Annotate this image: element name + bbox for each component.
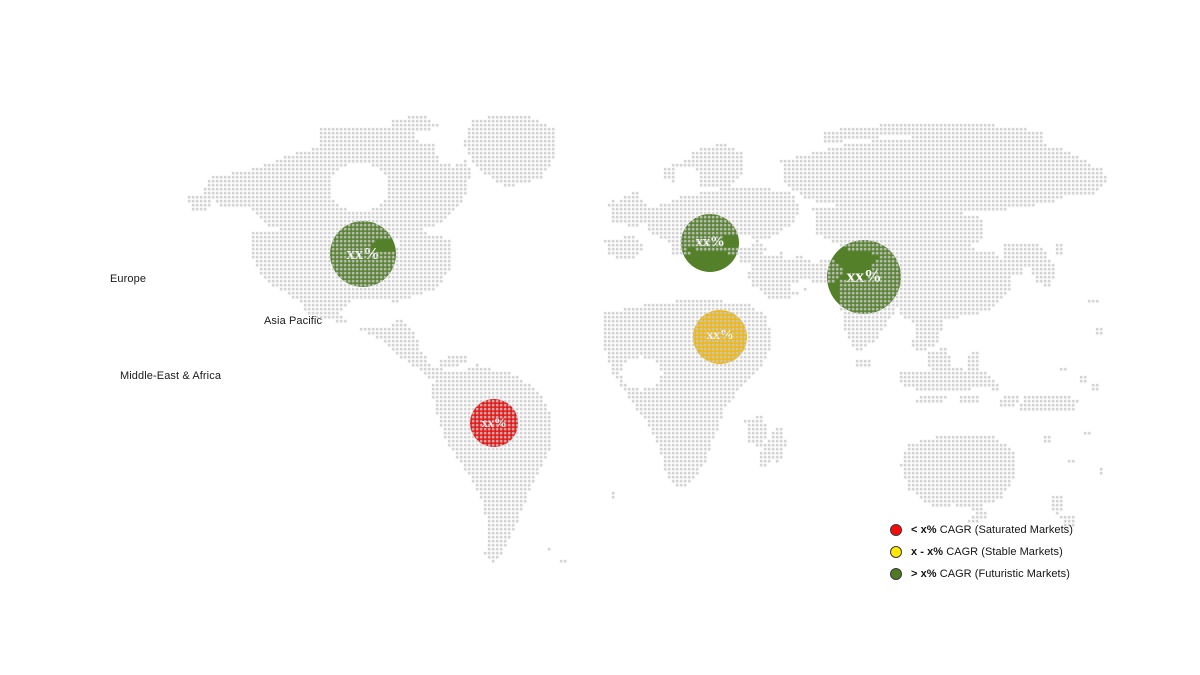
legend-item-saturated[interactable]: < x% CAGR (Saturated Markets): [890, 519, 1073, 541]
legend-item-stable[interactable]: x - x% CAGR (Stable Markets): [890, 541, 1073, 563]
legend-dot-stable-icon: [890, 546, 902, 558]
legend-label-saturated: < x% CAGR (Saturated Markets): [911, 524, 1073, 536]
legend-label-futuristic: > x% CAGR (Futuristic Markets): [911, 568, 1070, 580]
legend: < x% CAGR (Saturated Markets) x - x% CAGR…: [890, 519, 1073, 585]
legend-label-stable: x - x% CAGR (Stable Markets): [911, 546, 1063, 558]
legend-dot-futuristic-icon: [890, 568, 902, 580]
legend-dot-saturated-icon: [890, 524, 902, 536]
legend-item-futuristic[interactable]: > x% CAGR (Futuristic Markets): [890, 563, 1073, 585]
